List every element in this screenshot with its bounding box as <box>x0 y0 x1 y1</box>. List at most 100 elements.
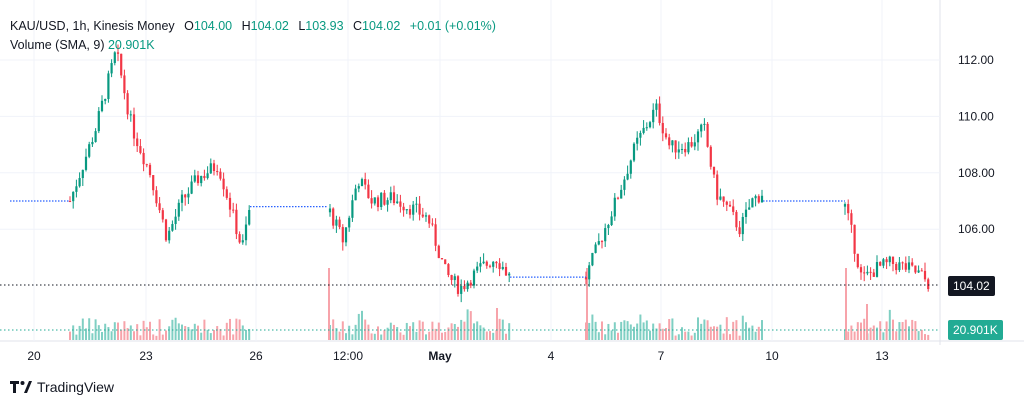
volume-bar <box>860 322 862 340</box>
volume-bar <box>665 327 667 340</box>
candle-body <box>610 216 613 226</box>
volume-bar <box>617 332 619 340</box>
volume-bar <box>190 329 193 340</box>
candle-body <box>709 146 712 167</box>
volume-bar <box>441 332 443 340</box>
candle-body <box>232 209 235 211</box>
volume-bar <box>751 325 754 340</box>
volume-bar <box>168 326 171 340</box>
high-label: H <box>241 19 251 33</box>
volume-bar <box>716 326 719 340</box>
candle-body <box>479 263 482 267</box>
low-label: L <box>298 19 306 33</box>
volume-bar <box>482 327 485 340</box>
x-tick-label: 10 <box>765 349 779 363</box>
candle-body <box>248 209 251 225</box>
volume-label[interactable]: Volume (SMA, 9) <box>10 38 105 52</box>
volume-bar <box>377 326 379 340</box>
candle-body <box>757 196 760 203</box>
volume-bar <box>866 304 868 340</box>
candle-body <box>690 142 693 147</box>
candle-body <box>728 204 732 207</box>
volume-bar <box>181 324 183 340</box>
volume-bar <box>847 331 850 340</box>
candle-body <box>885 259 888 263</box>
open-label: O <box>184 19 194 33</box>
candle-body <box>607 225 610 229</box>
volume-bar <box>639 314 642 340</box>
volume-bar <box>225 322 228 340</box>
candle-body <box>437 245 440 259</box>
candle-body <box>632 143 636 161</box>
volume-bar <box>367 324 370 340</box>
volume-bar <box>700 323 703 340</box>
x-tick-label: 13 <box>875 349 889 363</box>
candle-body <box>155 190 158 204</box>
volume-bar <box>402 334 405 340</box>
candle-body <box>504 266 508 276</box>
candle-body <box>485 261 488 266</box>
ohlc-row: KAU/USD, 1h, Kinesis Money O104.00 H104.… <box>10 17 502 36</box>
candle-body <box>335 219 338 226</box>
candle-body <box>431 223 434 225</box>
volume-bar <box>421 321 424 340</box>
volume-bar <box>209 333 212 340</box>
volume-bar <box>853 331 856 340</box>
volume-bar <box>845 268 847 340</box>
candle-body <box>738 227 741 235</box>
volume-bar <box>113 322 116 340</box>
candle-body <box>238 234 241 243</box>
candle-body <box>84 156 88 170</box>
volume-bar <box>69 331 71 340</box>
candle-body <box>399 201 402 207</box>
candle-body <box>444 259 447 265</box>
candle-body <box>732 206 735 212</box>
volume-bar <box>485 331 488 340</box>
candle-body <box>424 215 428 217</box>
candlesticks <box>68 44 930 303</box>
candle-body <box>354 188 357 201</box>
volume-bar <box>129 325 132 340</box>
volume-bar <box>248 328 251 340</box>
volume-bar <box>351 334 354 340</box>
volume-bar <box>917 331 920 340</box>
volume-bar <box>914 321 917 340</box>
volume-bar <box>110 331 113 340</box>
volume-bar <box>206 329 209 340</box>
candle-body <box>396 201 399 204</box>
candle-body <box>389 192 392 201</box>
volume-bar <box>78 325 81 340</box>
volume-bar <box>200 332 203 340</box>
candle-body <box>719 196 722 200</box>
x-tick-label: May <box>428 349 452 363</box>
volume-bar <box>713 326 715 340</box>
volume-bar <box>655 328 658 340</box>
candle-body <box>200 175 203 184</box>
volume-bar <box>457 326 459 340</box>
symbol-title[interactable]: KAU/USD, 1h, Kinesis Money <box>10 19 175 33</box>
volume-bar <box>601 321 603 340</box>
volume-bar <box>222 335 225 340</box>
candle-body <box>482 261 485 264</box>
volume-bar <box>501 319 504 340</box>
volume-bar <box>626 321 629 340</box>
candle-body <box>712 166 716 175</box>
volume-bar <box>425 334 427 340</box>
x-tick-label: 26 <box>249 349 263 363</box>
candle-body <box>895 263 898 271</box>
tradingview-logo-icon[interactable] <box>10 381 32 393</box>
candle-body <box>655 103 658 110</box>
candle-body <box>338 219 341 228</box>
volume-bar <box>405 322 408 340</box>
candle-body <box>917 270 920 273</box>
candle-body <box>418 203 421 215</box>
volume-bar <box>197 325 199 340</box>
candle-body <box>847 204 850 214</box>
tradingview-logo-text[interactable]: TradingView <box>37 379 115 395</box>
candle-body <box>174 216 177 225</box>
y-axis-labels: 112.00 110.00 108.00 106.00 <box>958 53 995 236</box>
candle-body <box>869 271 872 273</box>
candle-body <box>629 160 632 174</box>
